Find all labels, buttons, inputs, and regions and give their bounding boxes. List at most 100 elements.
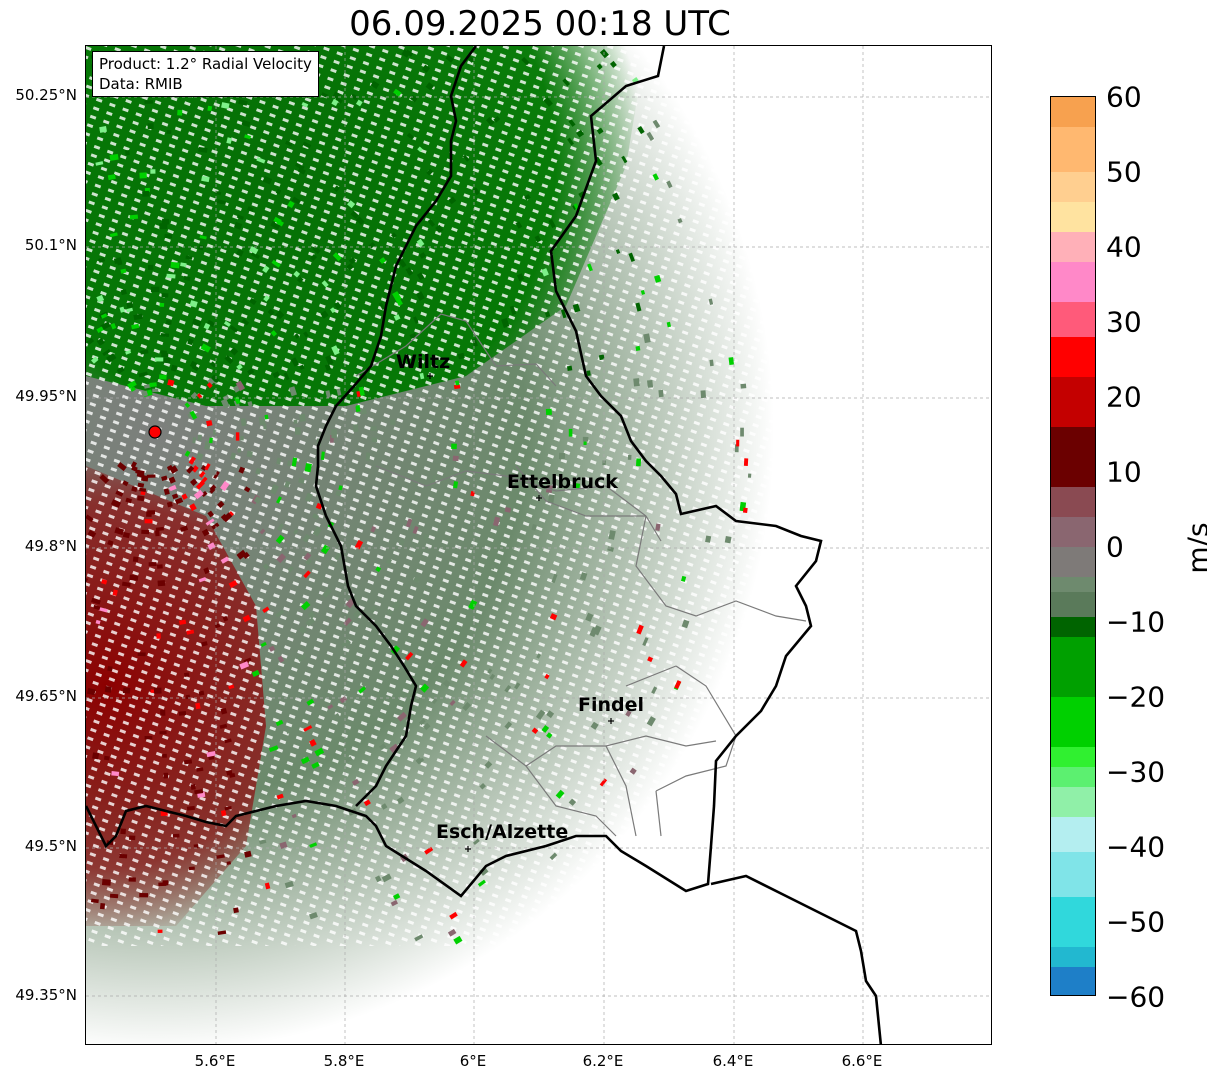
radar-echo [162, 880, 169, 886]
radar-echo [516, 273, 525, 282]
radar-echo [256, 157, 266, 164]
radar-echo [130, 386, 136, 392]
radar-echo [325, 355, 334, 366]
radar-echo [184, 402, 191, 408]
radar-echo [198, 576, 207, 583]
radar-echo [220, 707, 228, 715]
radar-echo [201, 490, 208, 498]
radar-echo [287, 565, 294, 573]
radar-echo [268, 745, 279, 753]
radar-map[interactable] [85, 45, 992, 1045]
radar-echo [562, 78, 571, 87]
radar-echo [277, 655, 285, 663]
radar-echo [374, 875, 382, 883]
radar-echo [681, 619, 690, 629]
radar-echo [131, 486, 138, 492]
radar-echo [98, 257, 106, 263]
radar-echo [416, 238, 425, 247]
radar-echo [504, 507, 512, 513]
radar-echo [375, 566, 382, 573]
radar-echo [320, 544, 330, 555]
radar-echo [633, 378, 640, 387]
radar-echo [344, 756, 353, 763]
radar-echo [106, 353, 117, 363]
radar-echo [303, 331, 309, 338]
colorbar-tick-label: −30 [1106, 755, 1166, 789]
radar-echo [371, 437, 378, 442]
radar-echo [211, 522, 220, 530]
radar-echo [447, 928, 457, 937]
radar-echo [115, 490, 124, 497]
radar-echo [290, 357, 300, 367]
radar-echo [189, 503, 197, 512]
colorbar-tick-label: 30 [1106, 305, 1142, 339]
radar-echo [204, 440, 211, 450]
radar-echo [168, 476, 176, 484]
radar-echo [332, 252, 342, 262]
radar-echo [405, 267, 414, 276]
radar-echo [249, 297, 257, 306]
radar-echo [419, 252, 427, 259]
radar-echo [392, 601, 401, 610]
radar-echo [224, 355, 234, 365]
radar-echo [449, 699, 456, 707]
radar-echo [453, 935, 463, 945]
radar-echo [487, 668, 493, 674]
radar-echo [322, 588, 332, 599]
radar-echo [268, 645, 276, 652]
radar-map-canvas [86, 46, 991, 1044]
radar-echo [293, 270, 301, 278]
radar-echo [91, 356, 99, 364]
radar-echo [579, 572, 588, 581]
city-label-wiltz: Wiltz [396, 351, 451, 373]
radar-echo [200, 641, 208, 647]
radar-echo [206, 382, 213, 389]
radar-echo [416, 272, 425, 281]
radar-echo [259, 839, 267, 845]
gridlines [86, 46, 991, 1044]
radar-echo [379, 302, 386, 311]
radar-echo [86, 514, 94, 523]
radar-echo [343, 617, 352, 627]
radar-echo [420, 683, 430, 693]
radar-echo [468, 599, 478, 610]
radar-echo [155, 530, 160, 537]
radar-echo [531, 727, 539, 735]
radar-echo [305, 558, 312, 566]
radar-echo [419, 372, 425, 380]
radar-echo [305, 617, 316, 627]
radar-echo [521, 57, 530, 66]
radar-echo [228, 684, 235, 690]
radar-echo [243, 657, 252, 664]
radar-echo [459, 659, 468, 668]
radar-echo [96, 326, 104, 333]
map-title: 06.09.2025 00:18 UTC [349, 4, 731, 44]
radar-echo [724, 536, 732, 544]
radar-echo [454, 380, 460, 386]
radar-echo [370, 426, 377, 431]
radar-echo [246, 450, 253, 458]
radar-echo [412, 575, 421, 584]
radar-echo [360, 408, 367, 415]
radar-echo [213, 471, 220, 480]
radar-echo [327, 704, 334, 710]
radar-echo [107, 174, 116, 181]
radar-echo [236, 549, 247, 560]
radar-echo [112, 589, 118, 596]
radar-echo [332, 712, 341, 721]
radar-echo [99, 126, 107, 133]
radar-echo [142, 190, 150, 197]
radar-echo [172, 833, 180, 838]
radar-echo [392, 893, 401, 900]
radar-echo [209, 484, 217, 492]
radar-echo [166, 130, 172, 134]
radar-echo [272, 371, 280, 379]
radar-echo [398, 539, 405, 547]
radar-echo [126, 307, 133, 313]
radar-echo [160, 333, 170, 337]
radar-echo [207, 510, 215, 518]
radar-echo [189, 300, 198, 308]
radar-echo [188, 866, 195, 871]
radar-echo [541, 268, 549, 277]
radar-echo [304, 462, 312, 473]
